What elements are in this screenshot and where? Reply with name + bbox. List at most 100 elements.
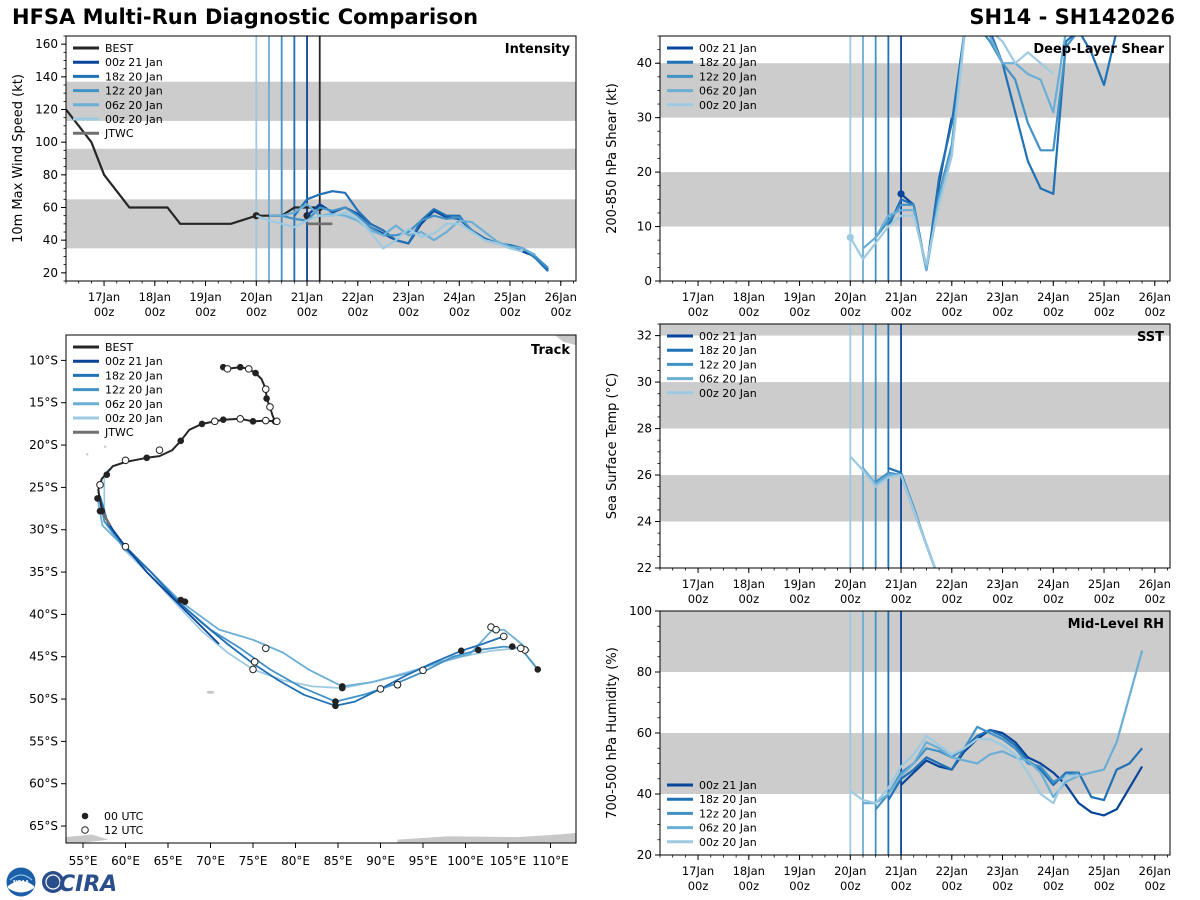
track-point-12utc <box>155 446 164 454</box>
y-tick-label: 40 <box>637 787 652 801</box>
x-tick-label: 25Jan <box>1088 577 1120 591</box>
x-tick-label: 25Jan <box>1088 290 1120 304</box>
x-tick-label: 22Jan <box>936 290 968 304</box>
x-tick-label: 24Jan <box>1037 290 1069 304</box>
legend-label: 18z 20 Jan <box>699 56 757 69</box>
x-tick-label: 20Jan <box>834 577 866 591</box>
track-axes: 55°E 60°E 65°E 70°E 75°E 80°E 85°E 90°E 95°E 100°… <box>29 353 569 868</box>
x-tick-label: 21Jan <box>885 864 917 878</box>
x-tick-label: 26Jan <box>1139 290 1171 304</box>
lat-tick-label: 25°S <box>29 480 58 494</box>
x-tick-sublabel: 00z <box>891 592 912 606</box>
marker-12utc-swatch <box>81 826 89 834</box>
x-tick-label: 18Jan <box>733 290 765 304</box>
sst-series <box>849 455 937 568</box>
x-tick-sublabel: 00z <box>992 592 1013 606</box>
legend-label: 00z 21 Jan <box>105 56 163 69</box>
x-tick-label: 17Jan <box>682 290 714 304</box>
track-point-12utc <box>223 365 232 373</box>
track-point-12utc <box>121 542 130 551</box>
y-tick-label: 20 <box>637 848 652 862</box>
legend-entry-00z-21-jan: 00z 21 Jan <box>73 355 163 368</box>
noaa-logo-icon: NOAA <box>6 867 36 897</box>
track-point-00utc <box>143 454 151 462</box>
legend-entry-12z-20-jan: 12z 20 Jan <box>667 358 757 371</box>
lat-tick-label: 65°S <box>29 819 58 833</box>
track-frame <box>65 334 577 844</box>
x-tick-sublabel: 00z <box>1043 305 1064 319</box>
legend-entry-06z-20-jan: 06z 20 Jan <box>73 398 163 411</box>
track-point-12utc <box>121 456 130 465</box>
x-tick-label: 26Jan <box>545 290 577 304</box>
series-marker-00z-20-jan <box>846 233 854 242</box>
legend-entry-18z-20-jan: 18z 20 Jan <box>667 344 757 357</box>
lat-tick-label: 45°S <box>29 650 58 664</box>
lon-tick-label: 65°E <box>154 854 183 868</box>
x-tick-label: 23Jan <box>986 290 1018 304</box>
legend-label: JTWC <box>104 127 134 140</box>
series-line-18z-20-jan <box>887 728 1143 802</box>
lon-tick-label: 60°E <box>111 854 140 868</box>
legend-label: 12z 20 Jan <box>699 70 757 83</box>
legend-label: 00z 20 Jan <box>699 99 757 112</box>
x-tick-sublabel: 00z <box>789 879 810 893</box>
track-point-00utc <box>252 369 259 377</box>
lat-tick-label: 20°S <box>29 438 58 452</box>
intensity-y-axis: 20 40 60 80 100 120 140 160 10m Max Wind Speed (… <box>11 35 66 282</box>
track-point-00utc <box>457 647 465 655</box>
shear-x-axis: 17Jan00z18Jan00z19Jan00z20Jan00z21Jan00z… <box>659 281 1171 319</box>
marker-00utc-swatch <box>81 812 89 820</box>
lon-tick-label: 55°E <box>69 854 98 868</box>
track-point-12utc <box>261 644 270 653</box>
track-point-00utc <box>236 363 244 371</box>
x-tick-sublabel: 00z <box>840 305 861 319</box>
track-point-12utc <box>376 685 385 693</box>
x-tick-sublabel: 00z <box>1144 879 1165 893</box>
lat-tick-label: 50°S <box>29 692 58 706</box>
x-tick-label: 21Jan <box>885 577 917 591</box>
series-line-06z-20-jan <box>863 650 1144 805</box>
x-tick-label: 17Jan <box>682 864 714 878</box>
x-tick-sublabel: 00z <box>891 879 912 893</box>
intensity-series <box>66 108 549 272</box>
x-tick-label: 22Jan <box>342 290 374 304</box>
y-tick-label: 60 <box>43 201 58 215</box>
y-tick-label: 24 <box>637 515 652 529</box>
page-title: HFSA Multi-Run Diagnostic Comparison <box>12 5 479 29</box>
x-tick-sublabel: 00z <box>1094 305 1115 319</box>
intensity-panel: 20 40 60 80 100 120 140 160 10m Max Wind Speed (… <box>11 35 577 319</box>
kerguelen-island <box>206 690 215 694</box>
legend-label: 00z 20 Jan <box>699 836 757 849</box>
legend-entry-00z-21-jan: 00z 21 Jan <box>667 42 757 55</box>
y-tick-label: 120 <box>35 103 58 117</box>
y-tick-label: 40 <box>637 56 652 70</box>
shear-series <box>846 36 1117 272</box>
legend-entry-best: BEST <box>73 42 133 55</box>
x-tick-label: 24Jan <box>1037 864 1069 878</box>
noaa-logo-text: NOAA <box>13 880 29 886</box>
track-point-00utc <box>338 683 346 690</box>
y-axis-label: 200-850 hPa Shear (kt) <box>605 83 620 234</box>
x-tick-sublabel: 00z <box>297 305 318 319</box>
track-point-00utc <box>103 471 111 479</box>
x-tick-label: 19Jan <box>783 864 815 878</box>
x-tick-sublabel: 00z <box>992 879 1013 893</box>
shaded-band <box>660 382 1170 429</box>
legend-label: 06z 20 Jan <box>105 99 163 112</box>
x-tick-sublabel: 00z <box>1094 879 1115 893</box>
x-tick-label: 20Jan <box>834 290 866 304</box>
track-line-06z-20-jan <box>96 498 530 688</box>
x-tick-sublabel: 00z <box>195 305 216 319</box>
y-tick-label: 20 <box>637 165 652 179</box>
y-tick-label: 100 <box>35 135 58 149</box>
mauritius-island <box>103 445 107 448</box>
legend-label: 12z 20 Jan <box>699 807 757 820</box>
track-point-12utc <box>393 680 402 689</box>
x-tick-label: 18Jan <box>139 290 171 304</box>
legend-entry-00z-20-jan: 00z 20 Jan <box>73 113 163 126</box>
x-tick-sublabel: 00z <box>1043 592 1064 606</box>
track-point-12utc <box>492 625 500 634</box>
shaded-band <box>660 324 1170 336</box>
x-tick-label: 24Jan <box>1037 577 1069 591</box>
